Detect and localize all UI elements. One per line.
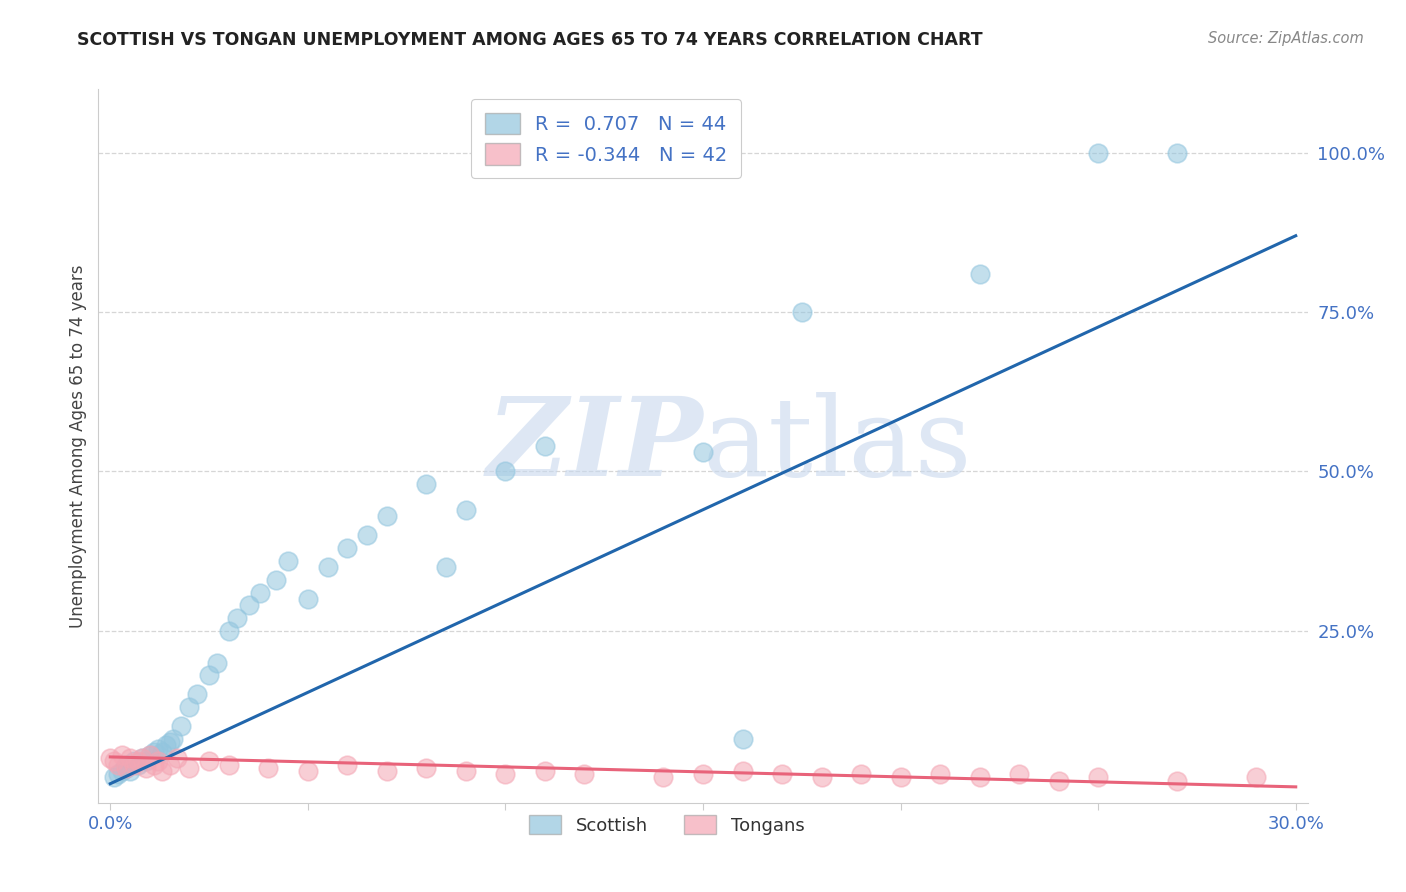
Point [1008, 767, 1031, 781]
Point [135, 755, 157, 769]
Point [375, 764, 398, 778]
Point [249, 585, 271, 599]
Point [434, 560, 457, 574]
Point [257, 761, 280, 775]
Point [225, 611, 247, 625]
Point [139, 747, 162, 762]
Point [111, 747, 134, 762]
Point [127, 757, 149, 772]
Point [454, 764, 477, 778]
Point [186, 688, 208, 702]
Point [692, 445, 714, 459]
Text: ZIP: ZIP [486, 392, 703, 500]
Point [131, 751, 153, 765]
Point [131, 751, 153, 765]
Point [146, 755, 169, 769]
Point [890, 770, 912, 784]
Point [162, 732, 184, 747]
Point [139, 747, 162, 762]
Point [115, 761, 138, 775]
Point [494, 767, 516, 781]
Point [159, 757, 181, 772]
Point [179, 761, 201, 775]
Text: SCOTTISH VS TONGAN UNEMPLOYMENT AMONG AGES 65 TO 74 YEARS CORRELATION CHART: SCOTTISH VS TONGAN UNEMPLOYMENT AMONG AG… [77, 31, 983, 49]
Point [1087, 770, 1109, 784]
Point [118, 751, 141, 765]
Point [127, 755, 149, 769]
Point [336, 541, 359, 555]
Point [238, 599, 260, 613]
Point [150, 745, 173, 759]
Point [142, 745, 165, 759]
Point [103, 770, 125, 784]
Point [179, 700, 201, 714]
Point [118, 764, 141, 778]
Point [969, 267, 991, 281]
Point [494, 465, 516, 479]
Point [1087, 145, 1109, 160]
Point [652, 770, 675, 784]
Point [150, 764, 173, 778]
Point [264, 573, 287, 587]
Text: atlas: atlas [703, 392, 973, 500]
Point [1047, 773, 1070, 788]
Point [297, 764, 319, 778]
Point [415, 761, 437, 775]
Text: Source: ZipAtlas.com: Source: ZipAtlas.com [1208, 31, 1364, 46]
Y-axis label: Unemployment Among Ages 65 to 74 years: Unemployment Among Ages 65 to 74 years [69, 264, 87, 628]
Point [1166, 773, 1188, 788]
Point [534, 764, 557, 778]
Point [218, 757, 240, 772]
Point [111, 764, 134, 778]
Point [1244, 770, 1267, 784]
Point [98, 751, 121, 765]
Point [205, 656, 228, 670]
Point [790, 305, 813, 319]
Point [810, 770, 832, 784]
Point [107, 767, 129, 781]
Point [122, 757, 145, 772]
Point [166, 751, 188, 765]
Point [692, 767, 714, 781]
Point [122, 755, 145, 769]
Point [115, 761, 138, 775]
Point [142, 757, 165, 772]
Point [356, 528, 378, 542]
Point [731, 764, 754, 778]
Point [159, 735, 181, 749]
Point [297, 591, 319, 606]
Point [336, 757, 359, 772]
Point [103, 755, 125, 769]
Point [115, 757, 138, 772]
Point [277, 554, 299, 568]
Point [770, 767, 793, 781]
Point [731, 732, 754, 747]
Point [316, 560, 339, 574]
Point [375, 509, 398, 524]
Point [574, 767, 596, 781]
Point [198, 755, 221, 769]
Point [170, 719, 193, 733]
Point [107, 757, 129, 772]
Point [135, 761, 157, 775]
Point [1166, 145, 1188, 160]
Point [969, 770, 991, 784]
Legend: Scottish, Tongans: Scottish, Tongans [520, 805, 814, 844]
Point [155, 739, 177, 753]
Point [218, 624, 240, 638]
Point [929, 767, 952, 781]
Point [415, 477, 437, 491]
Point [198, 668, 221, 682]
Point [849, 767, 872, 781]
Point [534, 439, 557, 453]
Point [146, 741, 169, 756]
Point [454, 502, 477, 516]
